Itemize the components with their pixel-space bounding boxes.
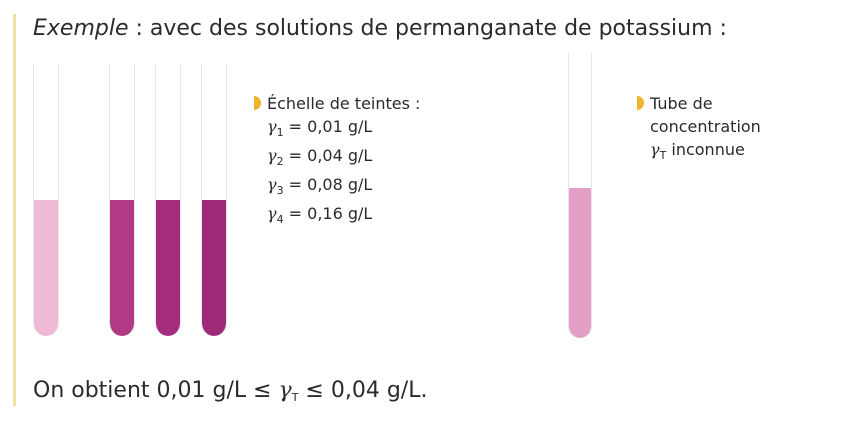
concentration-line-3: γ3 = 0,08 g/L — [267, 175, 373, 197]
tube-3-solution — [156, 200, 180, 336]
unknown-tube-label: Tube de concentration γT inconnue — [637, 92, 761, 167]
tube-1-solution — [34, 200, 58, 336]
color-scale-title-line: Échelle de teintes : — [254, 92, 420, 115]
concentration-line-1: γ1 = 0,01 g/L — [267, 117, 373, 139]
concentration-line-2: γ2 = 0,04 g/L — [267, 146, 373, 168]
unknown-tube-solution — [569, 188, 591, 338]
tube-4 — [201, 64, 227, 336]
intro-sentence: Exemple : avec des solutions de permanga… — [33, 14, 727, 44]
tube-2-solution — [110, 200, 134, 336]
unknown-label-line-1: Tube de — [650, 94, 713, 113]
concentration-line-4: γ4 = 0,16 g/L — [267, 204, 373, 226]
color-scale-title: Échelle de teintes : — [267, 94, 421, 113]
unknown-tube — [568, 52, 592, 338]
tube-2 — [109, 64, 135, 336]
tube-3 — [155, 64, 181, 336]
bullet-marker-icon — [254, 96, 261, 110]
tube-4-solution — [202, 200, 226, 336]
intro-lead: Exemple — [33, 16, 129, 41]
color-scale-legend: Échelle de teintes : γ1 = 0,01 g/L γ2 = … — [254, 92, 420, 231]
standard-tubes-photo — [33, 64, 247, 336]
unknown-tube-photo — [535, 52, 623, 344]
unknown-label-line-3: γT inconnue — [650, 140, 745, 162]
tube-1 — [33, 64, 59, 336]
result-sentence: On obtient 0,01 g/L ≤ γT ≤ 0,04 g/L. — [33, 378, 428, 404]
unknown-label-line-2: concentration — [650, 117, 761, 136]
accent-bar — [13, 14, 16, 406]
bullet-marker-icon — [637, 96, 644, 110]
intro-text: : avec des solutions de permanganate de … — [128, 16, 727, 41]
